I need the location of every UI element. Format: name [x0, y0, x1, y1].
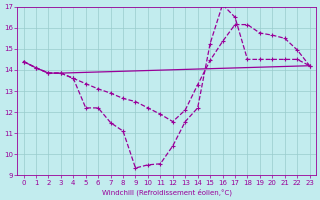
X-axis label: Windchill (Refroidissement éolien,°C): Windchill (Refroidissement éolien,°C) [101, 188, 232, 196]
